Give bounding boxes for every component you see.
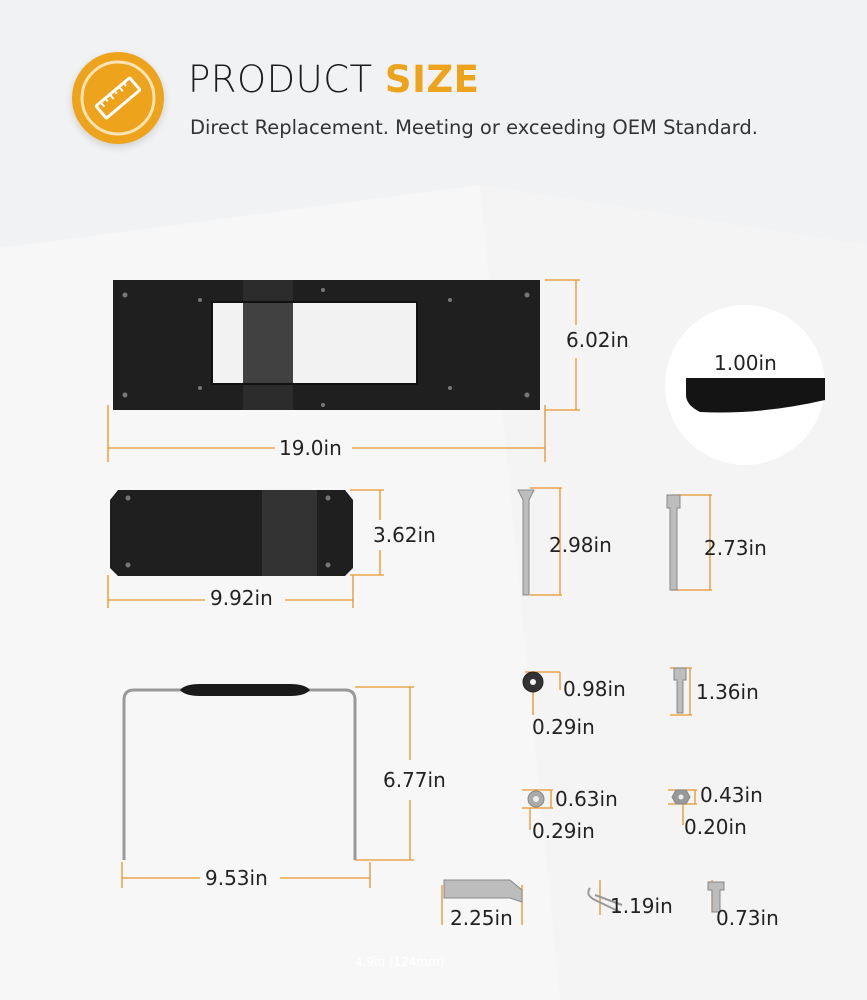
footer-note: 4.9in (124mm)	[355, 955, 445, 969]
dim-small-plate-width: 9.92in	[210, 586, 273, 610]
small-plate	[110, 490, 353, 576]
ruler-icon	[80, 60, 156, 136]
dim-large-washer-inner: 0.29in	[532, 715, 595, 739]
dim-large-washer-outer: 0.98in	[563, 677, 626, 701]
dim-small-plate-height: 3.62in	[373, 523, 436, 547]
title-accent: SIZE	[384, 58, 480, 101]
main-mounting-plate	[113, 280, 540, 410]
title-plain: PRODUCT	[188, 58, 373, 101]
dim-main-plate-height: 6.02in	[566, 328, 629, 352]
plate-edge	[686, 378, 825, 413]
dim-plate-thickness: 1.00in	[714, 351, 777, 375]
dim-handle-width: 9.53in	[205, 866, 268, 890]
page-subtitle: Direct Replacement. Meeting or exceeding…	[190, 116, 758, 139]
handle	[122, 684, 357, 860]
hardware	[443, 489, 725, 913]
page-title: PRODUCT SIZE	[188, 58, 479, 101]
dim-nut-outer: 0.43in	[700, 783, 763, 807]
dim-barrel-nut: 0.73in	[716, 906, 779, 930]
ruler-badge	[72, 52, 164, 144]
dim-bolt: 2.73in	[704, 536, 767, 560]
dim-short-screw: 1.36in	[696, 680, 759, 704]
dim-long-screw: 2.98in	[549, 533, 612, 557]
dim-handle-height: 6.77in	[383, 768, 446, 792]
dim-main-plate-width: 19.0in	[279, 436, 342, 460]
dim-pin: 2.25in	[450, 906, 513, 930]
dim-small-washer-inner: 0.29in	[532, 819, 595, 843]
dim-clip: 1.19in	[610, 894, 673, 918]
dim-small-washer-outer: 0.63in	[555, 787, 618, 811]
dim-nut-inner: 0.20in	[684, 815, 747, 839]
